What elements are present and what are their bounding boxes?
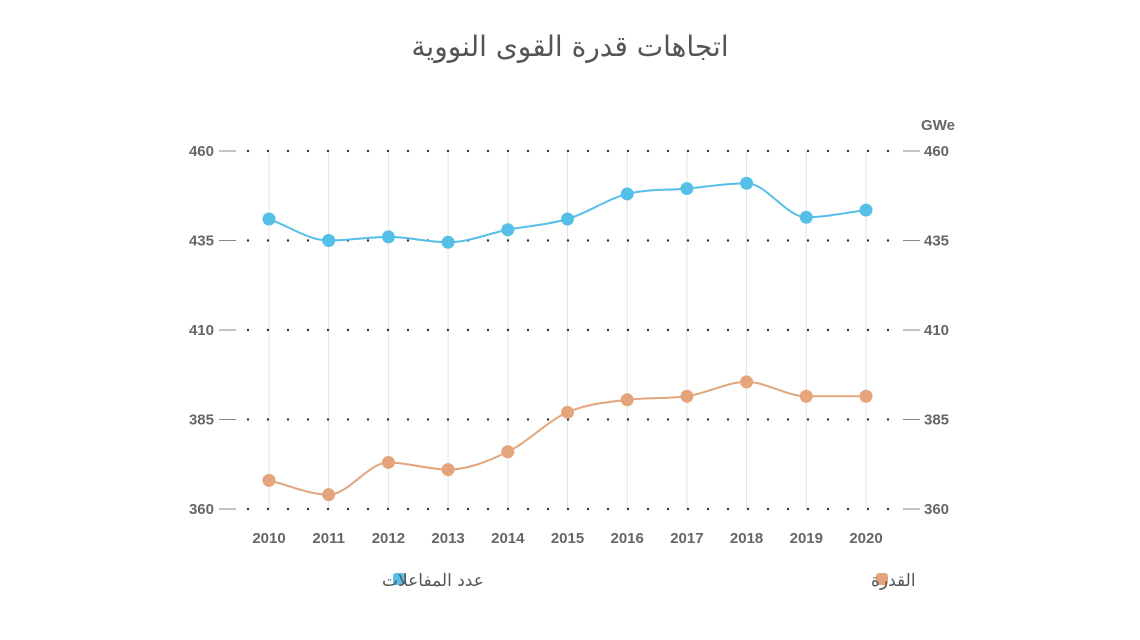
legend: عدد المفاعلات القدرة (382, 571, 916, 591)
x-tick-label: 2017 (670, 530, 703, 547)
x-tick-label: 2016 (611, 530, 644, 547)
series (262, 176, 873, 502)
series-point-1 (859, 389, 873, 403)
series-point-1 (262, 473, 276, 487)
series-point-1 (381, 455, 395, 469)
x-tick-label: 2011 (312, 530, 345, 547)
x-tick-label: 2020 (849, 530, 882, 547)
right-y-tick-label: 385 (924, 412, 949, 429)
series-point-1 (322, 488, 336, 502)
right-axis-unit-label: GWe (921, 117, 955, 134)
right-y-tick-label: 435 (924, 233, 949, 250)
series-point-1 (680, 389, 694, 403)
legend-swatch-1 (876, 573, 888, 585)
left-y-tick-label: 460 (189, 143, 214, 160)
right-y-tick-label: 410 (924, 322, 949, 339)
series-point-0 (561, 212, 574, 226)
x-tick-label: 2014 (491, 530, 525, 547)
series-point-0 (441, 235, 455, 249)
series-point-0 (740, 176, 754, 190)
grid (246, 149, 898, 511)
right-y-tick-label: 360 (924, 501, 949, 518)
x-tick-label: 2013 (431, 530, 464, 547)
series-point-1 (799, 389, 813, 403)
x-tick-label: 2012 (372, 530, 405, 547)
series-point-1 (441, 463, 455, 477)
series-point-1 (740, 375, 754, 389)
axes: GWe 360 360 385 385 410 410 435 435 460 460 2010 20… (189, 117, 955, 547)
series-point-0 (501, 223, 515, 237)
series-point-1 (620, 393, 634, 407)
x-tick-label: 2018 (730, 530, 763, 547)
series-point-0 (381, 230, 395, 244)
series-point-0 (680, 182, 694, 196)
series-point-0 (799, 210, 813, 224)
series-point-1 (501, 445, 515, 459)
chart-title: اتجاهات قدرة القوى النووية (411, 30, 729, 63)
legend-label-0: عدد المفاعلات (382, 571, 484, 591)
left-y-tick-label: 385 (189, 412, 214, 429)
legend-swatch-0 (393, 573, 405, 585)
left-y-tick-label: 360 (189, 501, 214, 518)
series-point-0 (262, 212, 276, 226)
series-point-0 (322, 234, 336, 247)
series-point-0 (620, 187, 634, 201)
legend-label-1: القدرة (871, 571, 916, 591)
x-tick-label: 2019 (790, 530, 823, 547)
series-point-1 (561, 405, 574, 419)
left-y-tick-label: 410 (189, 322, 214, 339)
right-y-tick-label: 460 (924, 143, 949, 160)
x-tick-label: 2010 (252, 530, 285, 547)
series-point-0 (859, 203, 873, 217)
x-tick-label: 2015 (551, 530, 584, 547)
left-y-tick-label: 435 (189, 233, 214, 250)
